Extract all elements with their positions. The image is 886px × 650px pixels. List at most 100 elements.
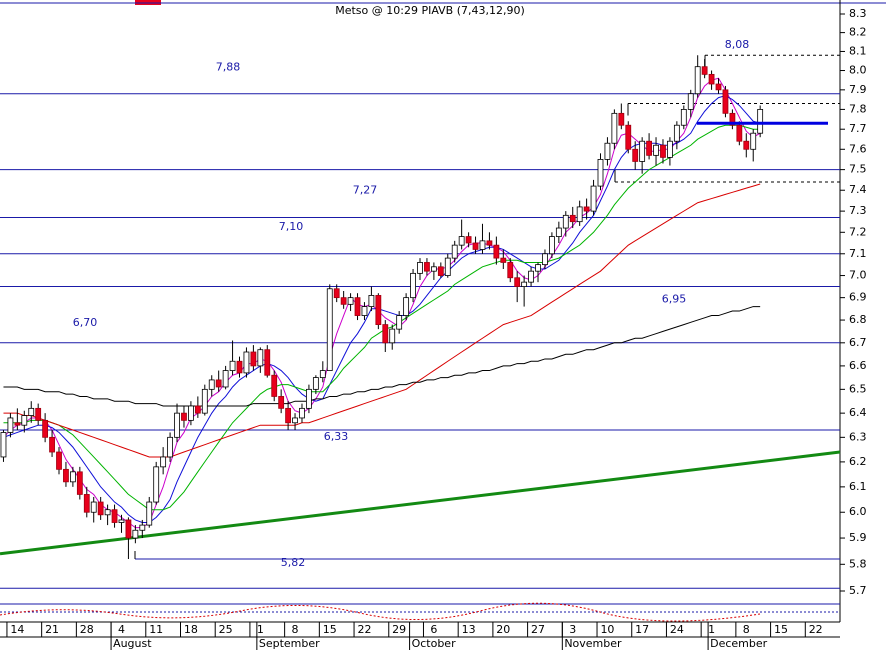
y-tick-label: 5.8 bbox=[849, 557, 867, 570]
candle-body bbox=[42, 419, 49, 438]
candle-body bbox=[236, 360, 243, 374]
candle-body bbox=[514, 277, 521, 287]
level-label: 7,10 bbox=[279, 220, 304, 233]
level-label: 6,33 bbox=[324, 430, 349, 443]
x-tick-label: 27 bbox=[531, 623, 545, 636]
candle-body bbox=[229, 360, 236, 371]
candle-body bbox=[757, 108, 764, 134]
candle-body bbox=[694, 66, 701, 95]
moving-average-line bbox=[3, 306, 761, 407]
candle-body bbox=[673, 124, 680, 142]
candle-body bbox=[111, 509, 118, 523]
candle-body bbox=[542, 253, 548, 266]
moving-average-line bbox=[3, 124, 761, 511]
y-tick-label: 6.2 bbox=[849, 455, 867, 468]
candle-body bbox=[437, 266, 444, 276]
y-tick-label: 6.0 bbox=[849, 505, 867, 518]
y-tick-label: 7.8 bbox=[849, 102, 867, 115]
candle-body bbox=[285, 407, 291, 424]
candle-body bbox=[430, 266, 437, 272]
y-tick-label: 6.9 bbox=[849, 291, 867, 304]
candle-body bbox=[410, 272, 416, 299]
x-tick-label: 1 bbox=[257, 623, 264, 636]
x-tick-label: 8 bbox=[743, 623, 750, 636]
candle-body bbox=[83, 494, 90, 513]
candle-body bbox=[35, 407, 42, 421]
candle-body bbox=[653, 144, 659, 156]
x-tick-label: 28 bbox=[80, 623, 94, 636]
candle-body bbox=[319, 370, 326, 378]
candle-body bbox=[646, 140, 652, 156]
candle-body bbox=[347, 297, 354, 305]
candle-body bbox=[604, 142, 611, 160]
y-tick-label: 8.3 bbox=[849, 7, 867, 20]
x-tick-label: 13 bbox=[462, 623, 476, 636]
candle-body bbox=[403, 297, 410, 316]
y-tick-label: 8.1 bbox=[849, 44, 867, 57]
candle-body bbox=[14, 422, 21, 426]
candle-body bbox=[597, 159, 604, 187]
candle-body bbox=[625, 124, 632, 150]
candle-body bbox=[458, 236, 465, 246]
candle-body bbox=[250, 351, 257, 367]
candle-body bbox=[139, 524, 146, 531]
x-tick-label: 10 bbox=[600, 623, 614, 636]
candle-body bbox=[340, 297, 347, 305]
candle-body bbox=[201, 388, 208, 414]
y-tick-label: 7.6 bbox=[849, 142, 867, 155]
x-tick-label: 18 bbox=[184, 623, 198, 636]
candle-body bbox=[278, 396, 285, 409]
y-tick-label: 8.0 bbox=[849, 64, 867, 77]
x-tick-label: 11 bbox=[149, 623, 163, 636]
candle-body bbox=[528, 270, 534, 283]
candle-body bbox=[264, 349, 271, 376]
candle-body bbox=[701, 66, 708, 75]
candle-body bbox=[569, 214, 576, 223]
candle-body bbox=[535, 264, 541, 272]
candle-body bbox=[424, 262, 430, 272]
x-tick-label: 8 bbox=[292, 623, 299, 636]
candle-body bbox=[28, 407, 35, 416]
candle-body bbox=[590, 185, 597, 212]
month-label: October bbox=[412, 637, 456, 650]
candle-body bbox=[555, 227, 562, 237]
candle-body bbox=[660, 144, 666, 158]
candle-body bbox=[729, 112, 736, 126]
candle-body bbox=[444, 257, 451, 276]
x-tick-label: 6 bbox=[430, 623, 437, 636]
x-tick-label: 21 bbox=[45, 623, 59, 636]
x-tick-label: 22 bbox=[809, 623, 823, 636]
candle-body bbox=[708, 73, 715, 85]
candle-body bbox=[722, 89, 729, 114]
candle-body bbox=[611, 112, 618, 144]
candle-body bbox=[97, 501, 104, 516]
y-tick-label: 7.7 bbox=[849, 122, 867, 135]
chart-title: Metso @ 10:29 PIAVB (7,43,12,90) bbox=[335, 4, 525, 17]
candle-body bbox=[125, 519, 132, 539]
candle-body bbox=[222, 370, 229, 388]
x-tick-label: 24 bbox=[670, 623, 684, 636]
candle-body bbox=[736, 124, 743, 142]
candle-body bbox=[521, 281, 528, 287]
candle-body bbox=[208, 379, 215, 390]
candle-body bbox=[243, 351, 250, 374]
candle-body bbox=[146, 501, 153, 526]
y-tick-label: 6.6 bbox=[849, 359, 867, 372]
y-tick-label: 6.7 bbox=[849, 336, 867, 349]
x-tick-label: 25 bbox=[219, 623, 233, 636]
month-label: September bbox=[259, 637, 320, 650]
month-label: November bbox=[564, 637, 622, 650]
candle-body bbox=[667, 140, 673, 158]
oscillator-line bbox=[0, 602, 761, 622]
candle-body bbox=[479, 240, 486, 250]
candle-body bbox=[451, 244, 458, 259]
y-tick-label: 6.3 bbox=[849, 430, 867, 443]
candle-body bbox=[368, 295, 375, 307]
candle-body bbox=[7, 417, 14, 433]
candle-body bbox=[639, 140, 646, 162]
trendline bbox=[0, 450, 841, 556]
y-tick-label: 7.2 bbox=[849, 225, 867, 238]
y-tick-label: 5.9 bbox=[849, 531, 867, 544]
